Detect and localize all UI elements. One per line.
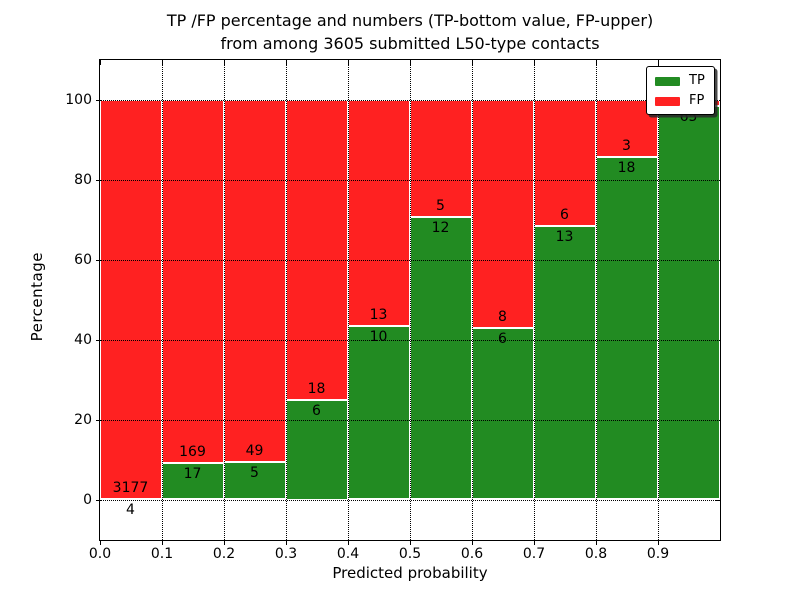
bar-count-label-fp: 6 xyxy=(560,206,569,223)
x-tick-label: 0.1 xyxy=(150,546,174,562)
bar-count-label-tp: 4 xyxy=(126,501,135,518)
grid-line-v xyxy=(595,59,597,540)
y-tick-label: 0 xyxy=(83,492,92,508)
x-tick-mark xyxy=(100,540,102,545)
grid-line-v xyxy=(347,59,349,540)
grid-line-v xyxy=(471,59,473,540)
bar-segment-fp xyxy=(161,99,224,463)
x-tick-label: 0.7 xyxy=(522,546,546,562)
x-axis-label: Predicted probability xyxy=(332,564,488,582)
bar-segment-fp xyxy=(223,99,286,463)
bar-count-label-tp: 6 xyxy=(312,402,321,419)
chart-title-line2: from among 3605 submitted L50-type conta… xyxy=(220,34,600,53)
legend-swatch-tp xyxy=(655,76,680,86)
legend-item-fp: FP xyxy=(655,94,705,108)
bar-segment-fp xyxy=(285,99,348,400)
legend-label: TP xyxy=(689,73,705,88)
x-tick-mark xyxy=(658,540,660,545)
x-tick-label: 0.8 xyxy=(584,546,608,562)
x-tick-label: 0.4 xyxy=(336,546,360,562)
bar-count-label-tp: 6 xyxy=(498,331,507,348)
x-tick-mark xyxy=(472,60,474,65)
x-tick-mark xyxy=(348,60,350,65)
bar-count-label-fp: 18 xyxy=(307,380,326,397)
bar-count-label-tp: 10 xyxy=(369,328,388,345)
plot-area: 3177416917495186131051286613318165 xyxy=(98,58,721,541)
bar-segment-tp xyxy=(347,325,410,500)
y-tick-mark xyxy=(95,260,100,262)
x-tick-mark xyxy=(410,540,412,545)
bar-count-label-fp: 5 xyxy=(436,198,445,215)
bar-count-label-tp: 5 xyxy=(250,465,259,482)
bar-count-label-fp: 49 xyxy=(245,443,264,460)
x-tick-label: 0.3 xyxy=(274,546,298,562)
x-tick-mark xyxy=(472,540,474,545)
bar-count-label-tp: 17 xyxy=(183,465,202,482)
x-tick-mark xyxy=(596,60,598,65)
chart-title-line1: TP /FP percentage and numbers (TP-bottom… xyxy=(166,11,654,30)
bar-count-label-fp: 169 xyxy=(179,443,206,460)
y-tick-mark xyxy=(715,500,720,502)
bar-count-label-tp: 13 xyxy=(555,228,574,245)
grid-line-v xyxy=(409,59,411,540)
y-tick-mark xyxy=(95,500,100,502)
bar-segment-fp xyxy=(471,99,534,329)
x-tick-label: 0.9 xyxy=(646,546,670,562)
bar-segment-fp xyxy=(409,99,472,218)
y-tick-label: 60 xyxy=(74,252,92,268)
x-tick-mark xyxy=(224,60,226,65)
legend-label: FP xyxy=(689,93,705,108)
chart-title: TP /FP percentage and numbers (TP-bottom… xyxy=(100,9,720,55)
x-tick-mark xyxy=(534,60,536,65)
y-tick-label: 40 xyxy=(74,332,92,348)
bar-segment-tp xyxy=(285,399,348,500)
x-tick-label: 0.0 xyxy=(88,546,112,562)
y-tick-mark xyxy=(95,340,100,342)
bar-segment-fp xyxy=(533,99,596,226)
y-tick-mark xyxy=(95,100,100,102)
grid-line-v xyxy=(657,59,659,540)
bar-count-label-fp: 3 xyxy=(622,137,631,154)
bar-segment-fp xyxy=(99,99,162,499)
bar-count-label-tp: 12 xyxy=(431,220,450,237)
x-tick-mark xyxy=(100,60,102,65)
x-tick-mark xyxy=(534,540,536,545)
legend-item-tp: TP xyxy=(655,74,705,88)
x-tick-mark xyxy=(286,540,288,545)
bar-segment-tp xyxy=(471,328,534,500)
bar-segment-tp xyxy=(657,105,720,500)
legend-box: TP FP xyxy=(646,66,715,115)
y-tick-mark xyxy=(95,180,100,182)
x-tick-label: 0.2 xyxy=(212,546,236,562)
y-tick-label: 100 xyxy=(65,92,92,108)
bar-count-label-tp: 18 xyxy=(617,159,636,176)
bar-segment-tp xyxy=(533,225,596,500)
bar-segment-tp xyxy=(161,462,224,500)
y-tick-mark xyxy=(95,420,100,422)
x-tick-mark xyxy=(658,60,660,65)
bar-segment-tp xyxy=(595,156,658,500)
legend-swatch-fp xyxy=(655,96,680,106)
x-tick-mark xyxy=(596,540,598,545)
x-tick-mark xyxy=(224,540,226,545)
x-tick-mark xyxy=(348,540,350,545)
x-tick-mark xyxy=(162,540,164,545)
bar-count-label-fp: 3177 xyxy=(112,479,149,496)
x-tick-mark xyxy=(286,60,288,65)
y-tick-label: 80 xyxy=(74,172,92,188)
x-tick-mark xyxy=(162,60,164,65)
x-tick-label: 0.5 xyxy=(398,546,422,562)
bar-count-label-fp: 8 xyxy=(498,309,507,326)
x-tick-mark xyxy=(410,60,412,65)
grid-line-v xyxy=(223,59,225,540)
grid-line-v xyxy=(161,59,163,540)
bar-count-label-fp: 13 xyxy=(369,306,388,323)
x-tick-label: 0.6 xyxy=(460,546,484,562)
grid-line-v xyxy=(285,59,287,540)
y-tick-label: 20 xyxy=(74,412,92,428)
grid-line-v xyxy=(533,59,535,540)
bar-segment-fp xyxy=(347,99,410,326)
